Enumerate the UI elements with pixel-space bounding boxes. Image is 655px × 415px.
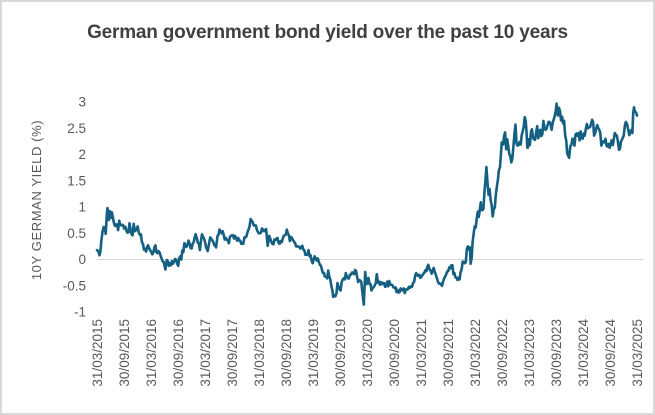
x-tick-label: 31/03/2017 [198,319,213,387]
y-axis-title: 10Y GERMAN YIELD (%) [29,120,44,280]
x-tick-label: 30/09/2024 [603,319,618,387]
x-tick-label: 30/09/2022 [495,319,510,387]
y-tick-label: 0 [78,252,86,267]
y-tick-label: -0.5 [63,278,86,293]
x-tick-label: 31/03/2016 [144,319,159,387]
x-tick-label: 31/03/2020 [360,319,375,387]
y-tick-label: 3 [78,95,86,110]
x-tick-label: 31/03/2025 [630,319,645,387]
x-tick-label: 30/09/2020 [387,319,402,387]
x-tick-label: 30/09/2018 [279,319,294,387]
x-tick-label: 31/03/2015 [90,319,105,387]
x-tick-label: 30/09/2023 [549,319,564,387]
x-tick-label: 31/03/2023 [522,319,537,387]
chart-title: German government bond yield over the pa… [87,22,568,43]
y-tick-label: -1 [74,305,86,320]
x-tick-label: 31/03/2019 [306,319,321,387]
y-tick-label: 1 [78,200,86,215]
y-tick-label: 0.5 [67,226,86,241]
yield-line-series [95,102,639,306]
x-tick-label: 31/03/2022 [468,319,483,387]
x-tick-label: 31/03/2021 [414,319,429,387]
x-tick-label: 30/09/2015 [117,319,132,387]
x-tick-label: 30/09/2019 [333,319,348,387]
x-tick-label: 31/03/2018 [252,319,267,387]
x-tick-label: 30/09/2016 [171,319,186,387]
y-tick-label: 1.5 [67,173,86,188]
x-tick-label: 30/09/2017 [225,319,240,387]
y-tick-label: 2.5 [67,121,86,136]
x-tick-label: 30/09/2021 [441,319,456,387]
y-tick-label: 2 [78,147,86,162]
x-tick-label: 31/03/2024 [576,319,591,387]
